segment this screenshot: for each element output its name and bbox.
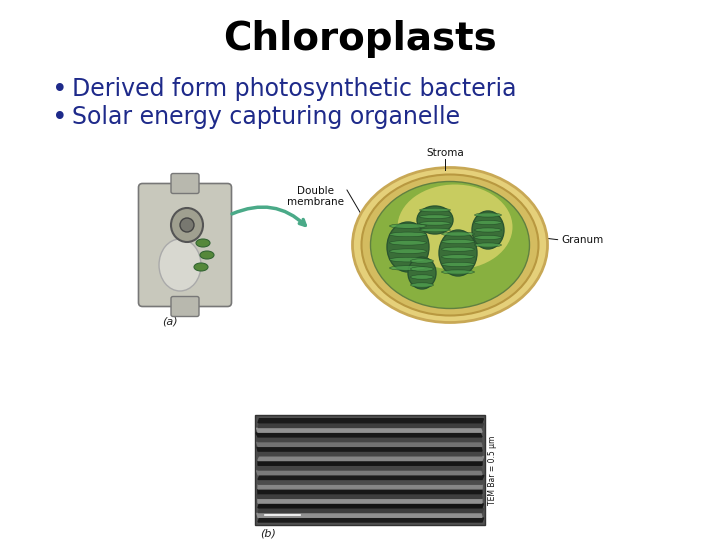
Ellipse shape (196, 239, 210, 247)
FancyBboxPatch shape (171, 296, 199, 316)
Polygon shape (258, 480, 483, 484)
Polygon shape (258, 518, 484, 522)
Polygon shape (258, 456, 484, 461)
Ellipse shape (390, 249, 426, 253)
Polygon shape (258, 418, 483, 423)
Polygon shape (257, 494, 482, 498)
Ellipse shape (420, 208, 451, 212)
Ellipse shape (472, 211, 504, 249)
Polygon shape (256, 428, 482, 432)
Ellipse shape (397, 185, 513, 269)
Ellipse shape (371, 181, 529, 308)
Ellipse shape (420, 221, 451, 225)
Ellipse shape (390, 266, 426, 271)
Ellipse shape (441, 270, 474, 274)
Ellipse shape (408, 257, 436, 289)
Ellipse shape (390, 224, 426, 228)
Ellipse shape (441, 262, 474, 266)
Ellipse shape (417, 206, 453, 234)
Text: •: • (52, 77, 68, 103)
Polygon shape (258, 475, 484, 480)
Polygon shape (258, 509, 484, 512)
Polygon shape (258, 485, 482, 489)
Ellipse shape (474, 213, 502, 217)
Ellipse shape (200, 251, 214, 259)
Ellipse shape (420, 215, 451, 219)
Ellipse shape (439, 230, 477, 276)
Ellipse shape (441, 232, 474, 236)
Polygon shape (256, 471, 482, 475)
Text: Derived form photosynthetic bacteria: Derived form photosynthetic bacteria (72, 77, 516, 101)
Polygon shape (257, 437, 482, 442)
Text: (a): (a) (162, 316, 178, 327)
Text: Double
membrane: Double membrane (287, 186, 344, 207)
Ellipse shape (410, 267, 433, 271)
Ellipse shape (361, 174, 539, 315)
Ellipse shape (441, 247, 474, 251)
Ellipse shape (474, 228, 502, 232)
Ellipse shape (441, 255, 474, 259)
Ellipse shape (441, 240, 474, 244)
Ellipse shape (180, 218, 194, 232)
Ellipse shape (410, 259, 433, 263)
Text: Granum: Granum (562, 235, 604, 245)
Polygon shape (258, 461, 482, 465)
Polygon shape (258, 504, 483, 508)
Polygon shape (258, 452, 482, 456)
Polygon shape (257, 447, 482, 451)
Ellipse shape (410, 283, 433, 287)
Ellipse shape (159, 239, 201, 291)
Ellipse shape (194, 263, 208, 271)
FancyBboxPatch shape (138, 184, 232, 307)
Ellipse shape (387, 222, 429, 272)
Ellipse shape (474, 235, 502, 240)
Ellipse shape (474, 220, 502, 225)
Ellipse shape (171, 208, 203, 242)
Polygon shape (258, 423, 484, 428)
Text: TEM Bar = 0.5 μm: TEM Bar = 0.5 μm (488, 435, 497, 505)
Polygon shape (258, 499, 482, 503)
Text: Solar energy capturing organelle: Solar energy capturing organelle (72, 105, 460, 129)
Polygon shape (256, 466, 482, 470)
Polygon shape (257, 513, 482, 517)
Polygon shape (258, 490, 482, 494)
Text: Stroma: Stroma (426, 147, 464, 158)
FancyBboxPatch shape (171, 173, 199, 193)
Ellipse shape (390, 232, 426, 237)
Ellipse shape (410, 275, 433, 279)
Ellipse shape (390, 240, 426, 245)
Text: Thylakoid: Thylakoid (442, 294, 492, 305)
Text: (b): (b) (260, 529, 276, 539)
Text: •: • (52, 105, 68, 131)
Ellipse shape (390, 257, 426, 262)
Polygon shape (256, 433, 482, 437)
Bar (255, 415, 485, 525)
Ellipse shape (474, 243, 502, 247)
Ellipse shape (420, 228, 451, 232)
Ellipse shape (353, 167, 547, 322)
Text: Chloroplasts: Chloroplasts (223, 20, 497, 58)
Polygon shape (257, 442, 482, 447)
